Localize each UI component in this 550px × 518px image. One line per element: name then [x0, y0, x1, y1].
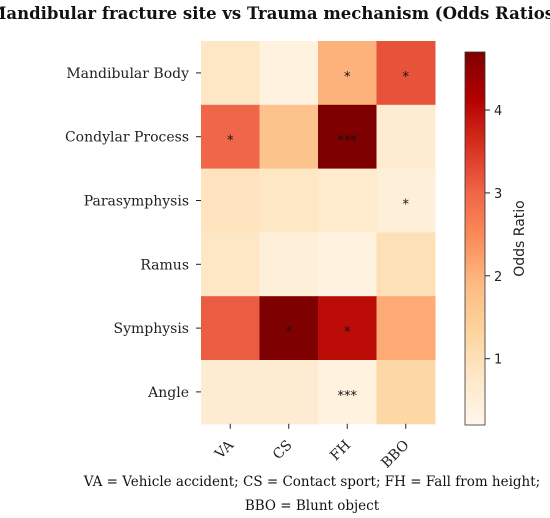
heatmap-cells: * ** ***** ****: [201, 41, 436, 425]
y-tick-label: Symphysis: [113, 321, 189, 337]
significance-marker: *: [286, 325, 293, 340]
heatmap-cell: [201, 296, 260, 361]
x-tick-label: CS: [270, 437, 296, 463]
heatmap-cell: [318, 104, 377, 170]
colorbar-tick-label: 3: [494, 187, 502, 202]
footnote-line-1: VA = Vehicle accident; CS = Contact spor…: [83, 474, 540, 490]
footnote-line-2: BBO = Blunt object: [245, 498, 380, 514]
heatmap-cell: [259, 360, 319, 425]
x-tick-label: BBO: [378, 437, 412, 471]
heatmap-cell: [259, 168, 319, 233]
heatmap-cell: [318, 168, 377, 233]
heatmap-cell: [376, 296, 436, 361]
heatmap-cell: [259, 232, 319, 297]
colorbar-label: Odds Ratio: [512, 200, 528, 276]
significance-marker: *: [344, 70, 351, 85]
significance-marker: *: [403, 70, 410, 85]
colorbar-gradient: [464, 51, 486, 426]
column-labels: VA CS FH BBO: [211, 423, 413, 471]
significance-marker: ***: [338, 134, 358, 149]
y-tick-label: Angle: [147, 385, 189, 401]
x-tick-label: VA: [211, 437, 237, 463]
y-tick-label: Parasymphysis: [84, 194, 189, 210]
heatmap-cell: [376, 168, 436, 233]
row-labels: Mandibular Body Condylar Process Parasymph…: [65, 66, 201, 401]
significance-marker: *: [344, 325, 351, 340]
heatmap-cell: [318, 360, 377, 425]
heatmap-cell: [376, 41, 436, 106]
significance-marker: *: [403, 198, 410, 213]
heatmap-cell: [259, 104, 319, 170]
heatmap-cell: [201, 41, 260, 106]
heatmap-cell: [201, 232, 260, 297]
chart-title: Mandibular fracture site vs Trauma mecha…: [0, 4, 550, 23]
y-tick-label: Mandibular Body: [66, 66, 189, 82]
colorbar-tick-label: 2: [494, 270, 502, 285]
heatmap-cell: [376, 232, 436, 297]
colorbar-tick-label: 1: [494, 353, 502, 368]
heatmap-cell: [259, 296, 319, 361]
heatmap-cell: [201, 168, 260, 233]
heatmap-cell: [201, 360, 260, 425]
significance-marker: ***: [338, 389, 358, 404]
significance-marker: *: [227, 134, 234, 149]
heatmap-cell: [259, 41, 319, 106]
y-tick-label: Ramus: [140, 257, 189, 273]
y-tick-label: Condylar Process: [65, 130, 189, 146]
heatmap-cell: [376, 360, 436, 425]
heatmap-cell: [376, 104, 436, 170]
colorbar-tick-label: 4: [494, 104, 502, 119]
heatmap-cell: [318, 296, 377, 361]
colorbar: 1 2 3 4 Odds Ratio: [464, 51, 528, 426]
heatmap-cell: [201, 104, 260, 170]
x-tick-label: FH: [327, 437, 354, 464]
heatmap-cell: [318, 41, 377, 106]
heatmap-cell: [318, 232, 377, 297]
